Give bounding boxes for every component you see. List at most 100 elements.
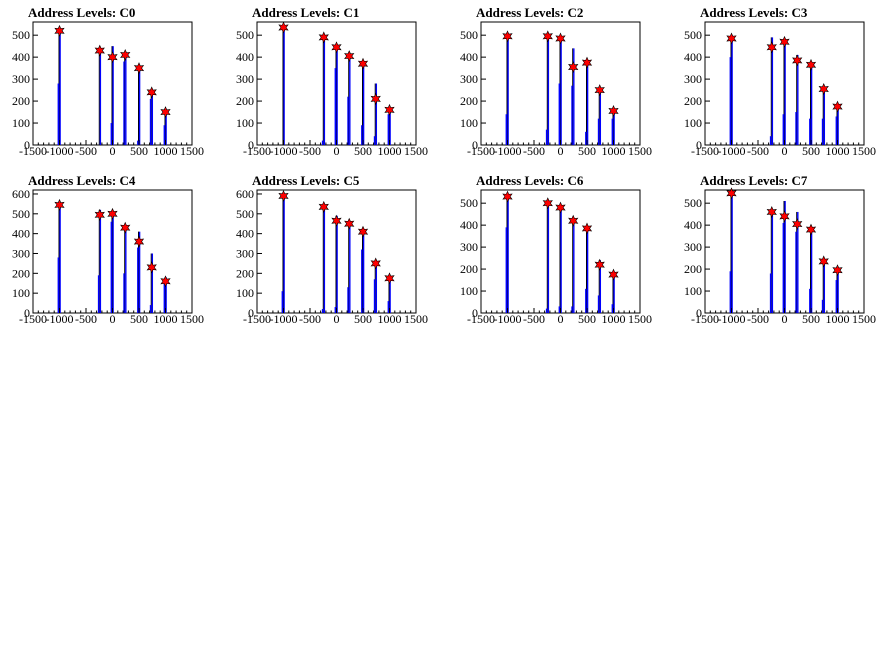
- peak-marker: [120, 221, 131, 234]
- y-tick-label: 200: [460, 94, 478, 108]
- x-tick-label: 1500: [852, 144, 876, 158]
- peak-marker: [331, 214, 342, 227]
- x-tick-label: 0: [334, 144, 340, 158]
- peak-marker: [581, 222, 593, 235]
- x-tick-label: -1500: [19, 312, 47, 326]
- x-tick-label: 1500: [628, 312, 652, 326]
- y-tick-label: 400: [684, 50, 702, 64]
- x-tick-label: -1000: [494, 144, 522, 158]
- x-tick-label: 0: [558, 312, 564, 326]
- chart-title: Address Levels: C7: [700, 173, 808, 188]
- chart-title: Address Levels: C5: [252, 173, 360, 188]
- y-tick-label: 0: [248, 138, 254, 152]
- peak-marker: [581, 56, 593, 69]
- peak-marker: [278, 21, 289, 34]
- chart-panel-3: Address Levels: C3 0 100 200 300 400 500 -1500-…: [672, 0, 896, 168]
- y-tick-label: 200: [12, 94, 30, 108]
- peak-marker: [792, 54, 803, 67]
- x-tick-label: 1000: [154, 144, 178, 158]
- peak-marker: [384, 103, 395, 116]
- y-tick-label: 300: [236, 72, 254, 86]
- peak-marker: [726, 32, 737, 45]
- x-tick-label: 500: [802, 312, 820, 326]
- x-tick-label: 1000: [826, 312, 850, 326]
- y-tick-label: 600: [236, 187, 254, 201]
- x-tick-label: 0: [110, 312, 116, 326]
- chart-svg: Address Levels: C4 0 100 200 300 400 500 600 -15…: [12, 173, 204, 326]
- peak-marker: [594, 84, 605, 97]
- x-tick-label: 500: [130, 144, 148, 158]
- peak-marker: [107, 207, 118, 220]
- y-tick-label: 400: [12, 227, 30, 241]
- x-tick-label: 1000: [602, 144, 626, 158]
- x-tick-label: 1000: [378, 312, 402, 326]
- x-tick-label: 500: [130, 312, 148, 326]
- y-tick-label: 500: [684, 28, 702, 42]
- peak-marker: [568, 214, 579, 227]
- y-tick-label: 200: [684, 94, 702, 108]
- x-tick-label: -1000: [46, 312, 74, 326]
- x-tick-label: 500: [354, 312, 372, 326]
- peak-marker: [818, 255, 829, 268]
- x-tick-label: 0: [558, 144, 564, 158]
- peak-marker: [357, 57, 369, 70]
- y-tick-label: 0: [472, 138, 478, 152]
- y-tick-label: 0: [248, 306, 254, 320]
- peak-marker: [726, 187, 737, 200]
- x-tick-label: 1500: [404, 312, 428, 326]
- peak-marker: [555, 32, 566, 45]
- y-tick-label: 200: [460, 262, 478, 276]
- y-tick-label: 300: [236, 246, 254, 260]
- chart-svg: Address Levels: C30100200300400500-1500-…: [684, 5, 876, 158]
- peak-marker: [94, 208, 105, 221]
- x-tick-label: -500: [75, 312, 97, 326]
- x-tick-label: -1500: [19, 144, 47, 158]
- y-tick-label: 400: [460, 50, 478, 64]
- y-tick-label: 500: [236, 28, 254, 42]
- x-tick-label: 1000: [378, 144, 402, 158]
- chart-svg: Address Levels: C5 0 100 200 300 400 500 600 -15…: [236, 173, 428, 326]
- x-tick-label: 500: [578, 312, 596, 326]
- chart-svg: Address Levels: C20100200300400500-1500-…: [460, 5, 652, 158]
- y-tick-label: 500: [12, 207, 30, 221]
- peak-marker: [384, 272, 395, 285]
- peak-marker: [370, 257, 381, 270]
- x-tick-label: 1500: [180, 144, 204, 158]
- x-tick-label: 1500: [404, 144, 428, 158]
- y-tick-label: 200: [236, 266, 254, 280]
- peak-marker: [818, 83, 829, 95]
- x-tick-label: 1500: [852, 312, 876, 326]
- x-tick-label: -1500: [243, 312, 271, 326]
- x-tick-label: 1000: [154, 312, 178, 326]
- x-tick-label: 0: [334, 312, 340, 326]
- y-tick-label: 300: [460, 72, 478, 86]
- x-tick-label: -1000: [718, 312, 746, 326]
- y-tick-label: 200: [684, 262, 702, 276]
- peak-marker: [542, 30, 553, 43]
- y-tick-label: 0: [24, 138, 30, 152]
- peak-marker: [805, 58, 817, 71]
- peak-marker: [278, 190, 289, 202]
- peak-marker: [133, 62, 145, 75]
- y-tick-label: 400: [684, 218, 702, 232]
- y-tick-label: 500: [12, 28, 30, 42]
- y-tick-label: 0: [696, 306, 702, 320]
- chart-svg: Address Levels: C10100200300400500-1500-…: [236, 5, 428, 158]
- x-tick-label: -500: [523, 312, 545, 326]
- chart-title: Address Levels: C1: [252, 5, 359, 20]
- y-tick-label: 0: [696, 138, 702, 152]
- y-tick-label: 300: [12, 72, 30, 86]
- x-tick-label: -500: [75, 144, 97, 158]
- y-tick-label: 400: [460, 218, 478, 232]
- y-tick-label: 0: [24, 306, 30, 320]
- peak-marker: [146, 261, 157, 274]
- peak-marker: [542, 197, 553, 210]
- peak-marker: [107, 51, 118, 64]
- y-tick-label: 100: [684, 116, 702, 130]
- chart-title: Address Levels: C0: [28, 5, 135, 20]
- x-tick-label: 0: [782, 312, 788, 326]
- chart-svg: Address Levels: C70100200300400500-1500-…: [684, 173, 876, 326]
- x-tick-label: 500: [578, 144, 596, 158]
- y-tick-label: 500: [460, 28, 478, 42]
- x-tick-label: -1000: [270, 312, 298, 326]
